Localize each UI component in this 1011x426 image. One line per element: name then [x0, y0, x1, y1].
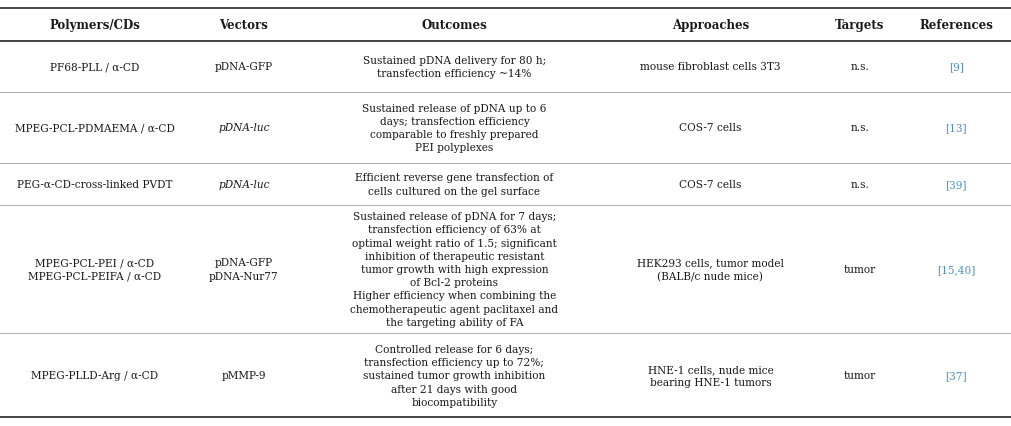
Text: Controlled release for 6 days;
transfection efficiency up to 72%;
sustained tumo: Controlled release for 6 days; transfect…	[363, 344, 545, 407]
Text: Sustained release of pDNA for 7 days;
transfection efficiency of 63% at
optimal : Sustained release of pDNA for 7 days; tr…	[350, 212, 558, 327]
Text: mouse fibroblast cells 3T3: mouse fibroblast cells 3T3	[640, 62, 779, 72]
Text: PEG-α-CD-cross-linked PVDT: PEG-α-CD-cross-linked PVDT	[17, 179, 172, 190]
Text: pDNA-GFP: pDNA-GFP	[214, 62, 273, 72]
Text: [15,40]: [15,40]	[936, 265, 975, 274]
Text: HEK293 cells, tumor model
(BALB/c nude mice): HEK293 cells, tumor model (BALB/c nude m…	[636, 258, 784, 281]
Text: References: References	[919, 19, 992, 32]
Text: Sustained pDNA delivery for 80 h;
transfection efficiency ~14%: Sustained pDNA delivery for 80 h; transf…	[363, 56, 545, 79]
Text: Vectors: Vectors	[219, 19, 268, 32]
Text: Outcomes: Outcomes	[422, 19, 486, 32]
Text: pDNA-GFP
pDNA-Nur77: pDNA-GFP pDNA-Nur77	[209, 258, 278, 281]
Text: n.s.: n.s.	[849, 179, 868, 190]
Text: pDNA-luc: pDNA-luc	[218, 179, 269, 190]
Text: Sustained release of pDNA up to 6
days; transfection efficiency
comparable to fr: Sustained release of pDNA up to 6 days; …	[362, 103, 546, 153]
Text: tumor: tumor	[843, 265, 875, 274]
Text: HNE-1 cells, nude mice
bearing HNE-1 tumors: HNE-1 cells, nude mice bearing HNE-1 tum…	[647, 364, 772, 387]
Text: pDNA-luc: pDNA-luc	[218, 123, 269, 133]
Text: n.s.: n.s.	[849, 62, 868, 72]
Text: Efficient reverse gene transfection of
cells cultured on the gel surface: Efficient reverse gene transfection of c…	[355, 173, 553, 196]
Text: [9]: [9]	[948, 62, 962, 72]
Text: n.s.: n.s.	[849, 123, 868, 133]
Text: Polymers/CDs: Polymers/CDs	[50, 19, 140, 32]
Text: [39]: [39]	[944, 179, 967, 190]
Text: pMMP-9: pMMP-9	[221, 371, 266, 380]
Text: MPEG-PCL-PEI / α-CD
MPEG-PCL-PEIFA / α-CD: MPEG-PCL-PEI / α-CD MPEG-PCL-PEIFA / α-C…	[28, 258, 161, 281]
Text: Targets: Targets	[834, 19, 884, 32]
Text: COS-7 cells: COS-7 cells	[678, 179, 741, 190]
Text: MPEG-PLLD-Arg / α-CD: MPEG-PLLD-Arg / α-CD	[31, 371, 158, 380]
Text: MPEG-PCL-PDMAEMA / α-CD: MPEG-PCL-PDMAEMA / α-CD	[15, 123, 174, 133]
Text: [13]: [13]	[944, 123, 967, 133]
Text: COS-7 cells: COS-7 cells	[678, 123, 741, 133]
Text: PF68-PLL / α-CD: PF68-PLL / α-CD	[50, 62, 140, 72]
Text: Approaches: Approaches	[671, 19, 748, 32]
Text: [37]: [37]	[944, 371, 967, 380]
Text: tumor: tumor	[843, 371, 875, 380]
